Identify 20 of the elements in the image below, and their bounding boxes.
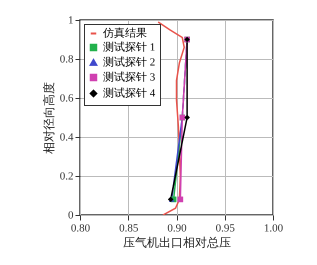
- legend-label: 测试探针 1: [103, 40, 156, 54]
- y-tick-label: 0.4: [60, 132, 74, 144]
- y-tick-label: 0: [68, 210, 74, 222]
- x-tick-label: 0.95: [216, 222, 236, 234]
- legend-label: 仿真结果: [102, 26, 147, 40]
- legend-label: 测试探针 2: [103, 56, 156, 68]
- point: [184, 114, 190, 120]
- x-tick-label: 0.90: [167, 222, 188, 234]
- legend-label: 测试探针 3: [103, 70, 156, 84]
- y-tick-label: 0.6: [60, 92, 74, 104]
- x-tick-label: 1.00: [264, 222, 284, 234]
- x-tick-label: 0.85: [119, 222, 139, 234]
- x-axis-title: 压气机出口相对总压: [123, 236, 231, 250]
- y-tick-label: 1: [68, 14, 74, 26]
- y-tick-label: 0.2: [60, 170, 74, 182]
- y-axis-title: 相对径向高度: [42, 82, 56, 154]
- x-tick-label: 0.80: [70, 222, 91, 234]
- y-tick-label: 0.8: [60, 54, 74, 66]
- legend-label: 测试探针 4: [103, 86, 156, 100]
- line-series: [157, 21, 185, 215]
